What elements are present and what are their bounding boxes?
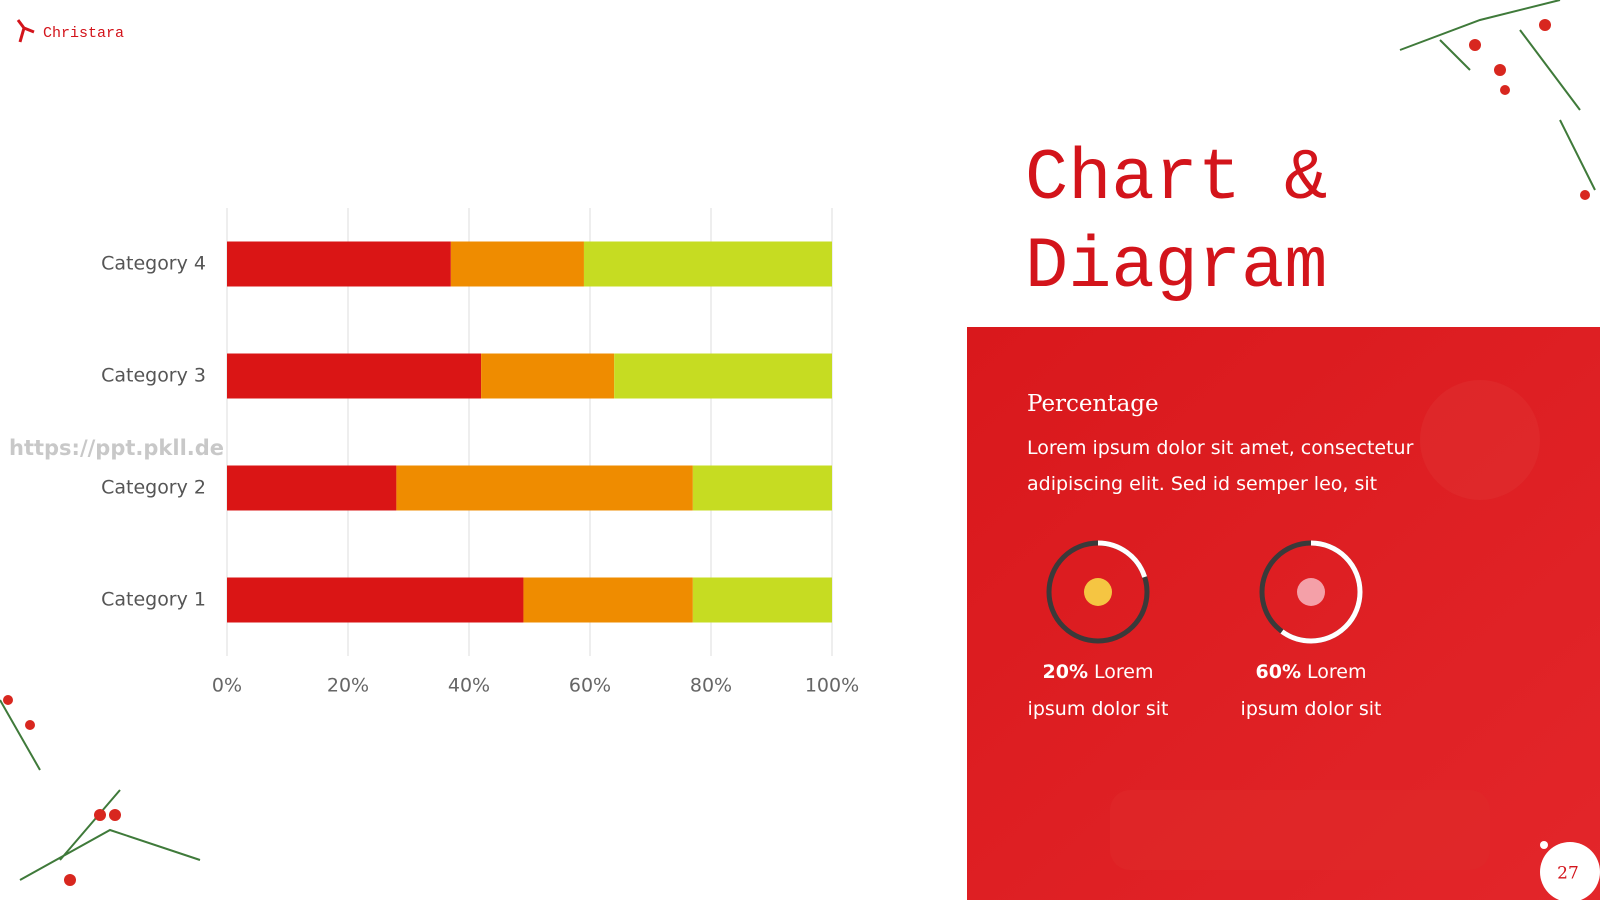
bar-segment [227, 465, 397, 511]
ring-icon [1297, 578, 1325, 606]
panel-text: Lorem ipsum dolor sit amet, consectetur … [1027, 437, 1414, 495]
x-tick-label: 0% [212, 675, 242, 697]
decor [1110, 790, 1490, 870]
ring-progress [1259, 540, 1363, 644]
y-tick-label: Category 2 [101, 477, 206, 499]
bar-segment [481, 353, 615, 399]
stat: 20% Lorem ipsum dolor sit [1013, 654, 1183, 728]
stat: 60% Lorem ipsum dolor sit [1226, 654, 1396, 728]
title-line: Chart & [1025, 138, 1327, 220]
y-tick-label: Category 1 [101, 589, 206, 611]
page-badge [1540, 842, 1600, 900]
bar-segment [450, 241, 584, 287]
branch-decor [0, 0, 1596, 881]
ring-icon [1084, 578, 1112, 606]
x-tick-label: 20% [327, 675, 369, 697]
bar-segment [692, 465, 832, 511]
panel-heading: Percentage [1027, 391, 1159, 417]
x-tick-label: 40% [448, 675, 490, 697]
bar-segment [227, 353, 482, 399]
ring-progress [1046, 540, 1150, 644]
stat-value: 20% [1042, 661, 1088, 683]
x-tick-label: 60% [569, 675, 611, 697]
y-tick-label: Category 4 [101, 253, 206, 275]
berries [3, 19, 1590, 886]
x-tick-label: 80% [690, 675, 732, 697]
title-line: Diagram [1025, 226, 1327, 308]
bar-segment [227, 241, 451, 287]
bar-segment [614, 353, 832, 399]
page-dot [1540, 841, 1548, 849]
bar-segment [523, 577, 693, 623]
watermark: https://ppt.pkll.de [9, 436, 224, 460]
stat-value: 60% [1255, 661, 1301, 683]
stat-caption: Lorem ipsum dolor sit [1027, 661, 1169, 720]
x-tick-label: 100% [805, 675, 859, 697]
bar-segment [396, 465, 693, 511]
page-number: 27 [1557, 864, 1579, 884]
bar-segment [227, 577, 524, 623]
bar-segment [583, 241, 832, 287]
decor [1420, 380, 1540, 500]
logo-icon [16, 19, 35, 43]
stat-caption: Lorem ipsum dolor sit [1240, 661, 1382, 720]
bar-segment [692, 577, 832, 623]
brand: Christara [43, 25, 124, 42]
y-tick-label: Category 3 [101, 365, 206, 387]
